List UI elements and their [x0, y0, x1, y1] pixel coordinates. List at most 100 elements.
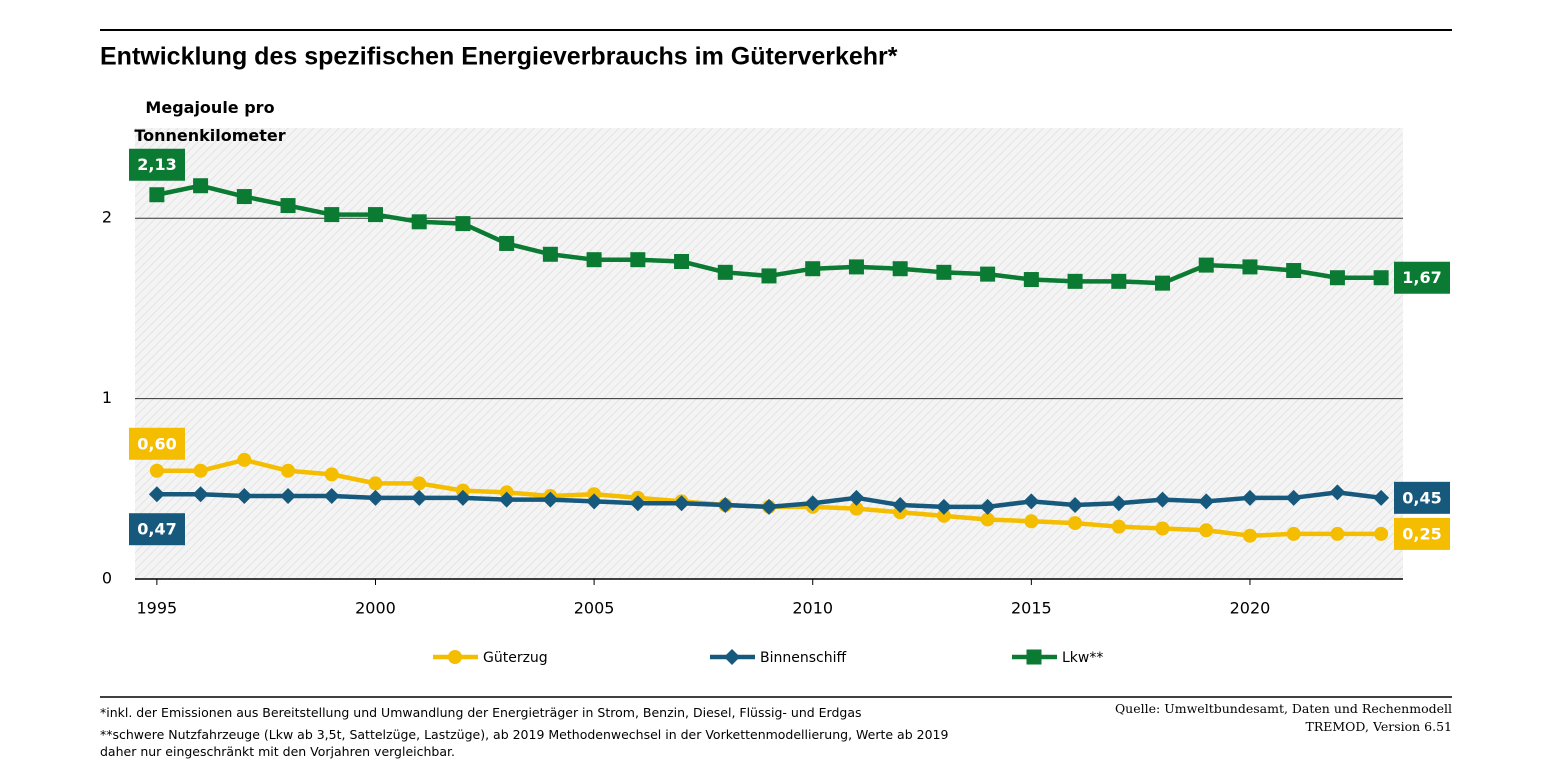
point: [761, 498, 777, 515]
value-label-box: [129, 513, 185, 546]
point: [586, 252, 602, 268]
point: [892, 261, 908, 277]
point: [193, 178, 209, 194]
point: [236, 488, 253, 505]
y-tick-label: 0: [102, 569, 112, 588]
point: [1285, 489, 1302, 506]
legend-marker: [1026, 649, 1042, 665]
point: [411, 489, 428, 506]
point: [1067, 273, 1083, 289]
value-label-box: [129, 148, 185, 181]
point: [1199, 523, 1214, 538]
point: [1330, 526, 1345, 541]
point: [1242, 259, 1258, 275]
point: [237, 452, 252, 467]
point: [630, 252, 646, 268]
value-label-box: [129, 427, 185, 460]
value-label-box: [1394, 261, 1450, 294]
point: [1155, 521, 1170, 536]
point: [848, 489, 865, 506]
point: [1241, 489, 1258, 506]
x-tick-label: 2010: [792, 599, 833, 618]
point: [236, 189, 252, 205]
point: [411, 214, 427, 230]
point: [1111, 519, 1126, 534]
point: [980, 266, 996, 282]
point: [1023, 493, 1040, 510]
point: [193, 463, 208, 478]
value-label: 2,13: [137, 155, 176, 174]
point: [367, 489, 384, 506]
point: [280, 198, 296, 214]
point: [1067, 497, 1084, 514]
point: [1111, 273, 1127, 289]
point: [1373, 489, 1390, 506]
point: [324, 467, 339, 482]
source: Quelle: Umweltbundesamt, Daten und Reche…: [1114, 701, 1452, 734]
x-tick-label: 2000: [355, 599, 396, 618]
point: [805, 261, 821, 277]
point: [717, 497, 734, 514]
point: [1198, 493, 1215, 510]
point: [1286, 526, 1301, 541]
value-label: 1,67: [1402, 268, 1441, 287]
point: [804, 495, 821, 512]
point: [892, 497, 909, 514]
point: [149, 187, 165, 203]
point: [1154, 491, 1171, 508]
point: [454, 489, 471, 506]
y-tick-label: 1: [102, 388, 112, 407]
point: [367, 207, 383, 223]
point: [149, 463, 164, 478]
point: [368, 476, 383, 491]
y-axis-label: Megajoule pro Tonnenkilometer: [134, 98, 286, 145]
point: [935, 498, 952, 515]
point: [1329, 484, 1346, 501]
footnote: *inkl. der Emissionen aus Bereitstellung…: [100, 705, 862, 720]
point: [1198, 257, 1214, 273]
point: [542, 246, 558, 262]
y-tick-label: 2: [102, 208, 112, 227]
legend-marker: [724, 649, 740, 665]
value-label: 0,47: [137, 520, 176, 539]
point: [498, 491, 515, 508]
point: [979, 498, 996, 515]
value-label: 0,45: [1402, 488, 1441, 507]
footnote: **schwere Nutzfahrzeuge (Lkw ab 3,5t, Sa…: [100, 727, 949, 759]
point: [455, 216, 471, 232]
point: [849, 501, 864, 516]
point: [848, 259, 864, 275]
x-tick-label: 1995: [137, 599, 178, 618]
value-label: 0,25: [1402, 524, 1441, 543]
point: [1110, 495, 1127, 512]
point: [936, 264, 952, 280]
point: [980, 512, 995, 527]
point: [1242, 528, 1257, 543]
legend-marker: [448, 650, 462, 664]
chart-title: Entwicklung des spezifischen Energieverb…: [100, 43, 898, 71]
point: [936, 508, 951, 523]
point: [148, 486, 165, 503]
point: [586, 493, 603, 510]
value-label-box: [1394, 517, 1450, 550]
legend-label: Lkw**: [1062, 650, 1103, 666]
legend-label: Binnenschiff: [760, 650, 846, 666]
point: [499, 235, 515, 251]
point: [1373, 270, 1389, 286]
point: [761, 268, 777, 284]
point: [1286, 263, 1302, 279]
point: [280, 488, 297, 505]
point: [674, 253, 690, 269]
point: [629, 495, 646, 512]
point: [323, 488, 340, 505]
point: [281, 463, 296, 478]
point: [1023, 272, 1039, 288]
x-tick-label: 2015: [1011, 599, 1052, 618]
point: [673, 495, 690, 512]
point: [192, 486, 209, 503]
point: [1155, 275, 1171, 291]
point: [412, 476, 427, 491]
point: [1329, 270, 1345, 286]
